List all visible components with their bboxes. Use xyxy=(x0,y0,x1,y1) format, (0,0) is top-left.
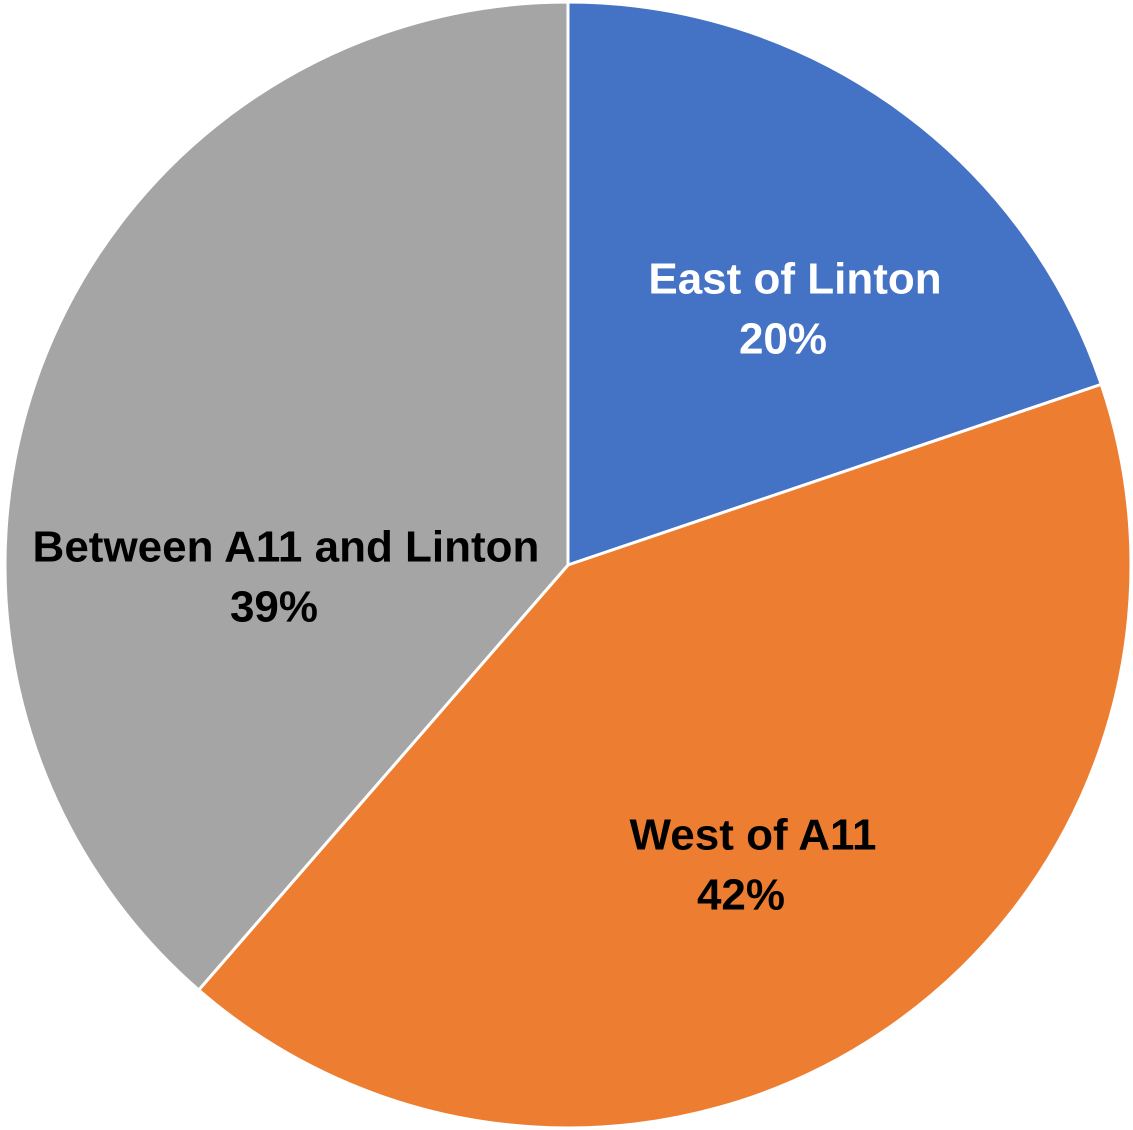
slice-category-label: Between A11 and Linton xyxy=(33,523,540,572)
slice-value-label: 20% xyxy=(739,315,827,364)
pie-slice xyxy=(3,0,570,993)
slice-category-label: West of A11 xyxy=(630,811,877,860)
pie-slice xyxy=(196,382,1133,1130)
slice-value-label: 42% xyxy=(697,871,785,920)
slice-category-label: East of Linton xyxy=(648,255,941,304)
slice-value-label: 39% xyxy=(230,583,318,632)
pie-slice xyxy=(566,0,1104,568)
